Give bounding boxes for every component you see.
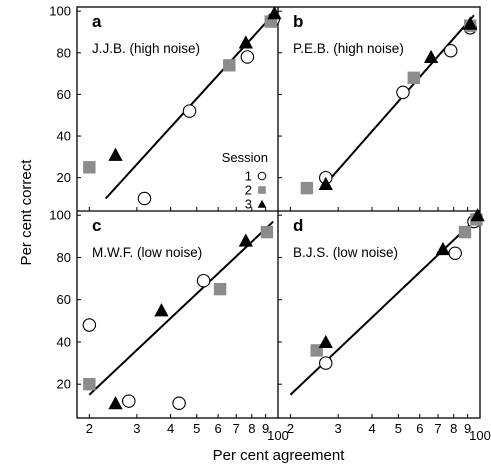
x-tick-label: 4 xyxy=(368,421,375,436)
data-point-session-1 xyxy=(137,191,152,206)
data-point-session-3 xyxy=(463,16,478,30)
x-tick-label: 100 xyxy=(469,428,491,443)
x-tick-label: 3 xyxy=(335,421,342,436)
data-point-session-3 xyxy=(108,396,123,410)
y-tick-label: 20 xyxy=(57,377,71,392)
data-point-session-1 xyxy=(122,394,136,408)
x-tick-label: 8 xyxy=(248,421,255,436)
data-point-session-1 xyxy=(240,50,255,64)
y-axis-title: Per cent correct xyxy=(18,159,35,266)
x-tick-label: 5 xyxy=(193,421,200,436)
data-point-session-2 xyxy=(407,71,420,84)
legend-label-2: 2 xyxy=(245,183,252,198)
panel-c: c M.W.F. (low noise) xyxy=(77,214,279,418)
data-point-session-2 xyxy=(213,282,227,296)
x-tick-label: 2 xyxy=(287,421,294,436)
x-tick-label: 8 xyxy=(450,421,457,436)
legend-title: Session xyxy=(222,150,268,165)
y-tick-label: 40 xyxy=(57,334,71,349)
x-tick-label: 9 xyxy=(262,421,269,436)
data-point-session-1 xyxy=(172,396,186,410)
x-tick-label: 4 xyxy=(167,421,174,436)
panel-letter: c xyxy=(92,216,101,235)
fit-line xyxy=(325,14,475,185)
data-point-session-1 xyxy=(396,85,410,100)
y-tick-label: 100 xyxy=(49,4,71,19)
subject-label: J.J.B. (high noise) xyxy=(92,41,200,56)
x-tick-label: 7 xyxy=(233,421,240,436)
x-tick-label: 3 xyxy=(133,421,140,436)
data-point-session-3 xyxy=(423,49,439,64)
data-point-session-1 xyxy=(443,43,458,58)
data-point-session-3 xyxy=(318,176,333,190)
y-tick-label: 100 xyxy=(49,208,71,223)
legend-label-3: 3 xyxy=(245,197,252,212)
y-tick-label: 60 xyxy=(57,292,71,307)
x-tick-label: 100 xyxy=(267,428,289,443)
panel-letter: d xyxy=(293,216,303,235)
panel-b: b P.E.B. (high noise) xyxy=(278,10,481,211)
x-tick-label: 5 xyxy=(395,421,402,436)
x-axis-title: Per cent agreement xyxy=(213,447,346,464)
data-point-session-3 xyxy=(470,208,485,222)
data-point-session-2 xyxy=(300,181,314,195)
data-point-session-3 xyxy=(108,147,123,161)
y-tick-label: 80 xyxy=(57,250,71,265)
legend-marker-session-3 xyxy=(257,199,267,208)
data-point-session-3 xyxy=(238,35,253,49)
panel-letter: b xyxy=(293,12,303,31)
data-point-session-3 xyxy=(267,6,282,20)
panel-letter: a xyxy=(92,12,102,31)
data-point-session-3 xyxy=(435,241,451,256)
y-tick-label: 40 xyxy=(57,129,71,144)
data-point-session-3 xyxy=(154,303,169,317)
legend-label-1: 1 xyxy=(245,169,252,184)
fit-line xyxy=(289,216,479,396)
data-point-session-2 xyxy=(458,225,472,239)
data-point-session-1 xyxy=(319,356,333,370)
data-point-session-1 xyxy=(182,104,197,118)
subject-label: P.E.B. (high noise) xyxy=(293,41,404,56)
legend: Session 123 xyxy=(222,150,268,212)
y-tick-label: 20 xyxy=(57,170,71,185)
data-point-session-2 xyxy=(83,161,96,174)
y-tick-label: 80 xyxy=(57,45,71,60)
data-point-session-1 xyxy=(82,318,97,332)
data-point-session-2 xyxy=(223,59,236,72)
data-point-session-2 xyxy=(260,225,274,239)
data-point-session-2 xyxy=(83,378,96,391)
x-tick-label: 7 xyxy=(434,421,441,436)
x-tick-label: 9 xyxy=(464,421,471,436)
data-point-session-1 xyxy=(196,273,211,288)
x-tick-label: 6 xyxy=(215,421,222,436)
legend-marker-session-2 xyxy=(258,186,266,194)
x-tick-label: 2 xyxy=(86,421,93,436)
y-tick-label: 60 xyxy=(57,87,71,102)
panel-a: a J.J.B. (high noise) xyxy=(77,6,282,211)
data-point-session-3 xyxy=(238,233,253,247)
legend-marker-session-1 xyxy=(257,171,267,181)
subject-label: B.J.S. (low noise) xyxy=(293,245,398,260)
data-point-session-3 xyxy=(318,334,333,349)
fit-line xyxy=(88,220,274,396)
panel-d: d B.J.S. (low noise) xyxy=(278,208,485,418)
subject-label: M.W.F. (low noise) xyxy=(92,245,202,260)
x-tick-label: 6 xyxy=(416,421,423,436)
data-point-session-1 xyxy=(448,246,462,260)
